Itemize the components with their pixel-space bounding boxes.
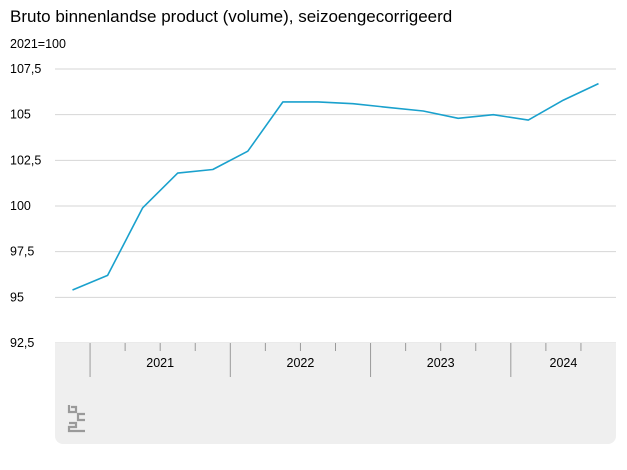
y-tick-label: 105 xyxy=(10,108,31,122)
y-axis-unit-label: 2021=100 xyxy=(10,37,66,51)
y-tick-label: 92,5 xyxy=(10,336,34,350)
cbs-logo xyxy=(67,405,85,433)
y-tick-label: 97,5 xyxy=(10,245,34,259)
y-tick-label: 107,5 xyxy=(10,62,41,76)
y-tick-label: 102,5 xyxy=(10,153,41,167)
series-line xyxy=(72,82,599,291)
y-tick-label: 95 xyxy=(10,290,24,304)
x-year-label: 2024 xyxy=(550,356,578,370)
y-tick-label: 100 xyxy=(10,199,31,213)
x-year-label: 2021 xyxy=(146,356,174,370)
chart-title: Bruto binnenlandse product (volume), sei… xyxy=(10,7,453,26)
x-year-label: 2023 xyxy=(427,356,455,370)
x-year-label: 2022 xyxy=(287,356,315,370)
chart-footer-panel xyxy=(55,377,616,444)
